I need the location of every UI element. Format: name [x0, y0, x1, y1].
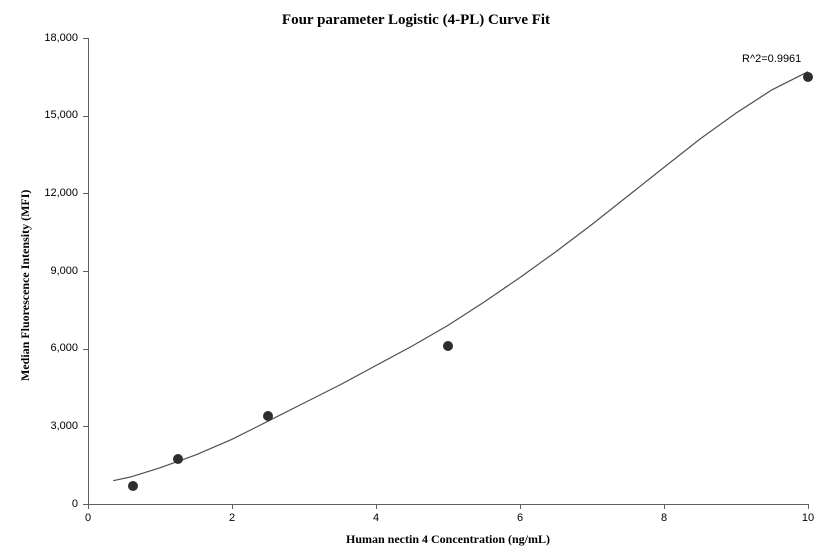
- y-tick: [83, 349, 88, 350]
- y-tick: [83, 116, 88, 117]
- data-point: [803, 72, 813, 82]
- x-tick-label: 2: [212, 512, 252, 524]
- data-point: [263, 411, 273, 421]
- x-tick-label: 0: [68, 512, 108, 524]
- y-tick-label: 12,000: [0, 187, 78, 199]
- plot-area: [88, 38, 809, 505]
- y-tick-label: 18,000: [0, 32, 78, 44]
- x-axis-label: Human nectin 4 Concentration (ng/mL): [88, 532, 808, 547]
- x-tick: [520, 504, 521, 509]
- y-tick-label: 9,000: [0, 265, 78, 277]
- data-point: [128, 481, 138, 491]
- data-point: [173, 454, 183, 464]
- y-tick-label: 0: [0, 498, 78, 510]
- data-point: [443, 341, 453, 351]
- chart-title: Four parameter Logistic (4-PL) Curve Fit: [0, 12, 832, 29]
- y-tick: [83, 193, 88, 194]
- y-tick: [83, 38, 88, 39]
- x-tick-label: 10: [788, 512, 828, 524]
- x-tick-label: 6: [500, 512, 540, 524]
- x-tick-label: 4: [356, 512, 396, 524]
- x-tick: [664, 504, 665, 509]
- x-tick: [376, 504, 377, 509]
- chart-container: Four parameter Logistic (4-PL) Curve Fit…: [0, 0, 832, 560]
- y-tick-label: 6,000: [0, 342, 78, 354]
- y-tick-label: 3,000: [0, 420, 78, 432]
- x-tick: [808, 504, 809, 509]
- x-tick: [88, 504, 89, 509]
- y-tick-label: 15,000: [0, 109, 78, 121]
- y-tick: [83, 271, 88, 272]
- r-squared-annotation: R^2=0.9961: [742, 53, 801, 65]
- x-tick-label: 8: [644, 512, 684, 524]
- y-tick: [83, 426, 88, 427]
- x-tick: [232, 504, 233, 509]
